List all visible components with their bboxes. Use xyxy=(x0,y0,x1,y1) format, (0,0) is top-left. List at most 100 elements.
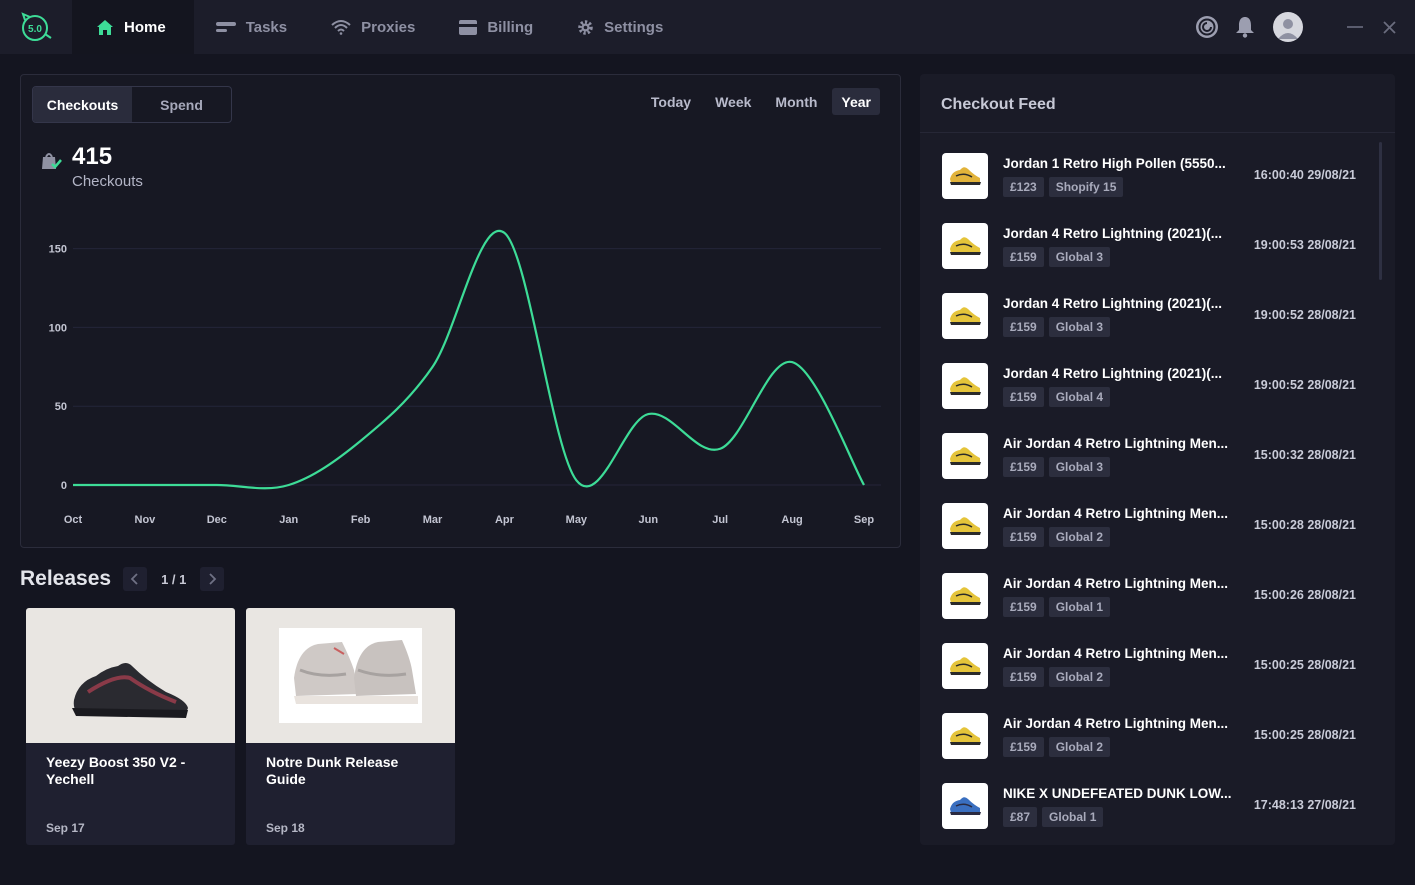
price-tag: £159 xyxy=(1003,457,1044,477)
release-title: Yeezy Boost 350 V2 - Yechell xyxy=(46,754,186,787)
checkout-time: 19:00:52 28/08/21 xyxy=(1253,308,1356,322)
product-thumbnail xyxy=(942,433,988,479)
range-month[interactable]: Month xyxy=(775,93,818,110)
price-tag: £159 xyxy=(1003,737,1044,757)
product-thumbnail xyxy=(942,643,988,689)
product-name: Jordan 4 Retro Lightning (2021)(... xyxy=(1003,296,1223,311)
release-image xyxy=(26,608,235,743)
range-year[interactable]: Year xyxy=(832,88,880,115)
sneaker-image xyxy=(950,517,981,535)
product-thumbnail xyxy=(942,363,988,409)
sneaker-image xyxy=(950,377,981,395)
product-thumbnail xyxy=(942,573,988,619)
nav-settings[interactable]: Settings xyxy=(555,0,685,54)
feed-scrollbar[interactable] xyxy=(1379,142,1382,280)
item-tags: £159 Global 3 xyxy=(1003,247,1111,267)
next-page-button[interactable] xyxy=(200,567,225,591)
list-item[interactable]: Air Jordan 4 Retro Lightning Men... £159 G… xyxy=(942,503,1362,551)
tasks-icon xyxy=(215,20,236,34)
product-thumbnail xyxy=(942,153,988,199)
x-tick-label: Oct xyxy=(64,514,83,526)
release-card[interactable]: Notre Dunk Release Guide Sep 18 xyxy=(246,608,455,845)
list-item[interactable]: Air Jordan 4 Retro Lightning Men... £159 G… xyxy=(942,433,1362,481)
feed-divider xyxy=(920,132,1395,133)
x-tick-label: Mar xyxy=(423,514,443,526)
x-tick-label: Dec xyxy=(207,514,227,526)
page-indicator: 1 / 1 xyxy=(161,571,187,587)
nav-proxies[interactable]: Proxies xyxy=(309,0,437,54)
series-line xyxy=(73,229,865,490)
group-tag: Global 2 xyxy=(1048,667,1111,687)
range-week[interactable]: Week xyxy=(715,93,752,110)
currency-icon[interactable] xyxy=(1195,15,1219,39)
checkout-time: 15:00:25 28/08/21 xyxy=(1253,658,1356,672)
price-tag: £87 xyxy=(1003,807,1038,827)
minimize-icon[interactable] xyxy=(1347,25,1363,29)
nav-billing[interactable]: Billing xyxy=(437,0,555,54)
list-item[interactable]: Air Jordan 4 Retro Lightning Men... £159 G… xyxy=(942,573,1362,621)
checkout-time: 19:00:53 28/08/21 xyxy=(1253,238,1356,252)
list-item[interactable]: NIKE X UNDEFEATED DUNK LOW... £87 Global 1… xyxy=(942,783,1362,831)
home-icon xyxy=(96,19,114,36)
nav-tasks[interactable]: Tasks xyxy=(194,0,309,54)
list-item[interactable]: Air Jordan 4 Retro Lightning Men... £159 G… xyxy=(942,713,1362,761)
list-item[interactable]: Jordan 4 Retro Lightning (2021)(... £159 G… xyxy=(942,223,1362,271)
checkout-time: 16:00:40 29/08/21 xyxy=(1253,168,1356,182)
product-name: Jordan 1 Retro High Pollen (5550... xyxy=(1003,156,1226,171)
range-today[interactable]: Today xyxy=(650,93,692,110)
avatar[interactable] xyxy=(1273,12,1303,42)
price-tag: £159 xyxy=(1003,247,1044,267)
item-tags: £159 Global 2 xyxy=(1003,667,1111,687)
list-item[interactable]: Jordan 4 Retro Lightning (2021)(... £159 G… xyxy=(942,363,1362,411)
item-tags: £87 Global 1 xyxy=(1003,807,1104,827)
release-card[interactable]: Yeezy Boost 350 V2 - Yechell Sep 17 xyxy=(26,608,235,845)
price-tag: £159 xyxy=(1003,597,1044,617)
product-name: Air Jordan 4 Retro Lightning Men... xyxy=(1003,646,1229,661)
prev-page-button[interactable] xyxy=(123,567,148,591)
checkout-feed: Checkout Feed Jordan 1 Retro High Pollen… xyxy=(920,74,1395,845)
list-item[interactable]: Air Jordan 4 Retro Lightning Men... £159 G… xyxy=(942,643,1362,691)
x-tick-label: Sep xyxy=(854,514,874,526)
product-name: Air Jordan 4 Retro Lightning Men... xyxy=(1003,576,1229,591)
item-tags: £159 Global 2 xyxy=(1003,737,1111,757)
window-controls xyxy=(1195,0,1415,54)
group-tag: Global 3 xyxy=(1048,247,1111,267)
sneaker-image xyxy=(950,167,981,185)
product-thumbnail xyxy=(942,293,988,339)
item-tags: £159 Global 4 xyxy=(1003,387,1111,407)
product-thumbnail xyxy=(942,223,988,269)
gear-icon xyxy=(577,19,594,36)
product-name: Air Jordan 4 Retro Lightning Men... xyxy=(1003,716,1229,731)
group-tag: Global 1 xyxy=(1048,597,1111,617)
feed-title: Checkout Feed xyxy=(941,96,1056,113)
release-title: Notre Dunk Release Guide xyxy=(266,754,399,787)
sneaker-image xyxy=(950,727,981,745)
checkout-time: 15:00:28 28/08/21 xyxy=(1253,518,1356,532)
checkout-time: 17:48:13 27/08/21 xyxy=(1253,798,1356,812)
app-logo[interactable]: 5.0 xyxy=(0,0,72,54)
group-tag: Global 3 xyxy=(1048,317,1111,337)
item-tags: £159 Global 3 xyxy=(1003,317,1111,337)
list-item[interactable]: Jordan 4 Retro Lightning (2021)(... £159 G… xyxy=(942,293,1362,341)
price-tag: £159 xyxy=(1003,667,1044,687)
checkouts-panel: Checkouts Spend Today Week Month Year 41… xyxy=(20,74,901,548)
chevron-left-icon xyxy=(130,573,138,585)
nav-home[interactable]: Home xyxy=(72,0,194,54)
list-item[interactable]: Jordan 1 Retro High Pollen (5550... £123 S… xyxy=(942,153,1362,201)
wifi-icon xyxy=(331,19,351,35)
close-icon[interactable] xyxy=(1383,20,1396,34)
sneaker-image xyxy=(950,237,981,255)
sneaker-image xyxy=(72,663,188,718)
group-tag: Global 2 xyxy=(1048,737,1111,757)
checkouts-toggle[interactable]: Checkouts xyxy=(33,87,132,122)
item-tags: £159 Global 2 xyxy=(1003,527,1111,547)
metric-toggle: Checkouts Spend xyxy=(32,86,232,123)
product-name: NIKE X UNDEFEATED DUNK LOW... xyxy=(1003,786,1232,801)
nav-proxies-label: Proxies xyxy=(361,18,416,36)
bell-icon[interactable] xyxy=(1235,16,1255,38)
product-name: Jordan 4 Retro Lightning (2021)(... xyxy=(1003,366,1223,381)
spend-toggle[interactable]: Spend xyxy=(160,96,203,113)
group-tag: Global 1 xyxy=(1042,807,1104,827)
price-tag: £159 xyxy=(1003,387,1044,407)
nav-tasks-label: Tasks xyxy=(245,18,288,36)
